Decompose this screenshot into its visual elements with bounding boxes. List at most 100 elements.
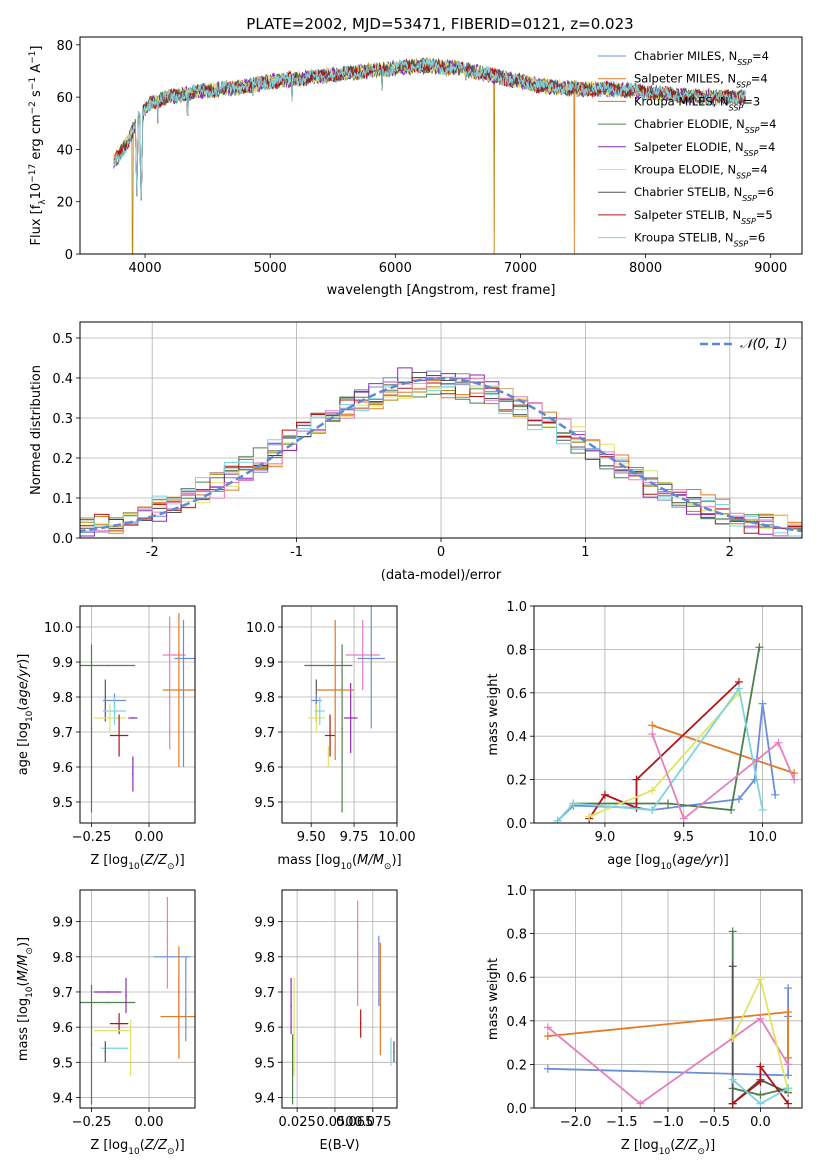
data-point (113, 710, 116, 712)
y-tick-label: 9.6 (52, 761, 73, 776)
data-point (379, 998, 382, 1000)
label-part: A (29, 64, 44, 77)
label-part: E(B-V) (319, 1138, 359, 1153)
y-tick-label: 9.5 (52, 796, 73, 811)
legend-sub: SSP (737, 58, 752, 67)
label-part: )] (719, 853, 729, 868)
x-tick-label: 2 (726, 545, 734, 560)
label-part: mass [log (277, 853, 340, 868)
age_vs_Z-plot-area (80, 606, 195, 823)
y-tick-label: 9.6 (254, 1021, 275, 1036)
data-point (168, 682, 171, 684)
label-part: ( (352, 853, 357, 868)
y-tick-label: 0.1 (52, 492, 73, 507)
data-point (111, 1029, 113, 1032)
label-part: Z [log (90, 853, 128, 868)
label-part: ( (16, 981, 31, 986)
massweight_vs_age-plot-area (534, 606, 802, 823)
x-tick-label: −2.0 (560, 1115, 592, 1130)
y-tick-label: 9.9 (52, 916, 73, 931)
y-tick-label: 10.0 (246, 621, 275, 636)
legend-sub: SSP (734, 239, 749, 248)
legend-count: =6 (757, 185, 774, 199)
label-part: ⊙ (167, 862, 175, 872)
x-tick-label: 9000 (754, 261, 787, 276)
normal-curve (80, 377, 802, 533)
y-tick-label: 9.8 (254, 691, 275, 706)
data-point (390, 1050, 392, 1053)
age_vs_mass-axes: 9.50 9.75 10.00 9.5 9.6 9.7 9.8 9.9 10.0 mass [lo… (246, 621, 416, 872)
y-tick-label: 0.2 (506, 774, 527, 789)
label-part: ( (140, 853, 145, 868)
label-part: )] (705, 1138, 715, 1153)
residuals-grid (80, 322, 802, 538)
legend-count: =4 (751, 72, 768, 86)
y-tick-label: 0.6 (506, 971, 527, 986)
data-point (290, 1005, 292, 1007)
y-tick-label: 0.2 (506, 1058, 527, 1073)
y-tick-label: 80 (56, 39, 73, 54)
data-point (334, 689, 337, 691)
label-part: −17 (28, 164, 38, 183)
data-point (106, 991, 109, 993)
axes-frame (533, 605, 803, 824)
y-tick-label: 9.7 (52, 726, 73, 741)
residuals-panel: -2 -1 0 1 2 0.0 0.1 0.2 0.3 0.4 0.5 (data-model)/er… (29, 321, 803, 583)
legend-label: Salpeter ELODIE, NSSP=4 (634, 140, 775, 158)
series-line (547, 1017, 789, 1105)
label-part: Z/Z (144, 853, 168, 868)
age_vs_mass-panel: 9.50 9.75 10.00 9.5 9.6 9.7 9.8 9.9 10.0 mass [lo… (246, 605, 416, 872)
series-line (651, 724, 795, 774)
y-tick-label: 9.9 (254, 656, 275, 671)
label-part: 10 (660, 862, 672, 872)
y-tick-label: 9.9 (254, 916, 275, 931)
y-axis-label: mass weight (486, 673, 501, 755)
legend-label: Kroupa ELODIE, NSSP=4 (634, 163, 768, 181)
mass_vs_EBV-plot-area (282, 890, 397, 1108)
massweight_vs_age-panel: 9.0 9.5 10.0 0.0 0.2 0.4 0.6 0.8 1.0 age [log10(a… (486, 600, 803, 872)
legend-label: Salpeter STELIB, NSSP=5 (634, 208, 773, 226)
age_vs_Z-panel: −0.25 0.009.59.69.79.89.910.0Z [log10(Z/Z… (16, 605, 196, 872)
legend-count: =5 (756, 208, 773, 222)
data-point (393, 1050, 395, 1053)
label-part: age/yr (16, 662, 31, 705)
x-tick-label: 1 (581, 545, 589, 560)
y-tick-label: 0.3 (52, 412, 73, 427)
data-point (171, 956, 173, 958)
x-axis-label: Z [log10(Z/Z⊙)] (90, 1138, 184, 1157)
data-point (166, 941, 169, 944)
y-tick-label: 9.5 (254, 1056, 275, 1071)
y-axis-label: age [log10(age/yr)] (16, 654, 35, 776)
axes-frame (79, 605, 196, 824)
x-tick-label: 9.75 (340, 830, 369, 845)
legend-label: Kroupa STELIB, NSSP=6 (634, 231, 765, 249)
label-part: M/M (357, 853, 384, 868)
massweight_vs_Z-panel: −2.0 −1.5 −1.0 −0.5 0.0 0.0 0.2 0.4 0.6 0.8 1.0 Z [… (486, 884, 803, 1157)
label-part: 10 (128, 862, 140, 872)
x-tick-label: 8000 (629, 261, 662, 276)
x-tick-label: -2 (146, 545, 159, 560)
label-part: )] (16, 654, 31, 664)
x-tick-label: 0.065 (336, 1115, 373, 1130)
spectrum-plot-area (113, 57, 746, 254)
data-point (318, 710, 321, 712)
label-part: Flux [f (29, 204, 44, 245)
data-point (132, 717, 134, 719)
series-line (573, 647, 761, 811)
legend-count: =4 (760, 117, 777, 131)
x-axis-label: mass [log10(M/M⊙)] (277, 853, 401, 872)
age_vs_Z-axes: −0.25 0.009.59.69.79.89.910.0Z [log10(Z/Z… (16, 621, 185, 872)
data-point (327, 755, 330, 758)
x-tick-label: −0.25 (72, 1115, 112, 1130)
y-tick-label: 9.4 (254, 1091, 275, 1106)
data-point (90, 727, 93, 730)
y-axis-label: Flux [fλ10−17 erg cm−2 s−1 A−1] (28, 46, 48, 246)
data-point (90, 1043, 93, 1046)
spectrum-line (113, 58, 746, 201)
x-tick-label: −0.5 (698, 1115, 730, 1130)
data-point (125, 994, 127, 997)
legend-name: Chabrier ELODIE, N (634, 117, 745, 131)
data-point (315, 717, 318, 719)
y-tick-label: 9.8 (254, 951, 275, 966)
